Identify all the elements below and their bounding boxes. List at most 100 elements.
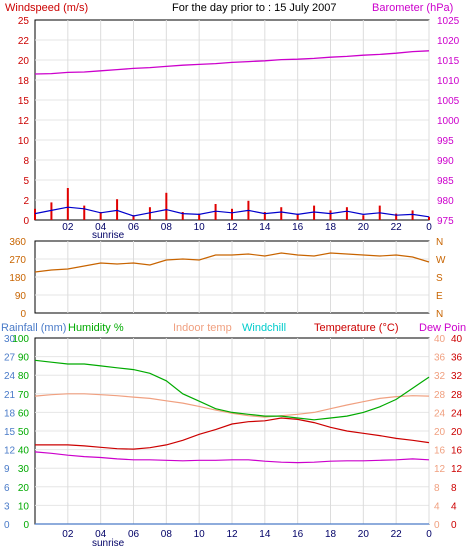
wind-speed-tick: 5 — [23, 176, 29, 187]
temperature-label: Temperature (°C) — [314, 322, 398, 334]
barometer-tick: 1000 — [437, 116, 460, 127]
wind-hour-tick: 14 — [259, 222, 271, 233]
rainfall-tick: 12 — [4, 446, 16, 457]
wind-hour-tick: 04 — [95, 222, 107, 233]
humidity-tick: 80 — [18, 371, 30, 382]
dew-point-label: Dew Point — [419, 322, 466, 334]
barometer-tick: 1010 — [437, 76, 460, 87]
barometer-tick: 980 — [437, 196, 454, 207]
barometer-line — [34, 50, 430, 75]
wind-speed-tick: 22 — [18, 36, 30, 47]
barometer-tick: 990 — [437, 156, 454, 167]
wind-speed-tick: 8 — [23, 156, 29, 167]
temperature-tick: 36 — [451, 353, 463, 364]
temperature-tick: 32 — [451, 371, 463, 382]
barometer-tick: 975 — [437, 216, 454, 227]
wind-hour-tick: 18 — [325, 222, 337, 233]
indoor-temp-tick: 36 — [434, 353, 446, 364]
temp-hour-tick: 04 — [95, 529, 107, 540]
indoor-temp-label: Indoor temp — [173, 322, 232, 334]
wind-hour-tick: 02 — [62, 222, 74, 233]
wind-hour-tick: 10 — [194, 222, 206, 233]
humidity-tick: 20 — [18, 483, 30, 494]
wind-hour-tick: 0 — [426, 222, 432, 233]
wind-hour-tick: 16 — [292, 222, 304, 233]
humidity-tick: 30 — [18, 464, 30, 475]
wind-speed-tick: 20 — [18, 56, 30, 67]
direction-degree-tick: 360 — [9, 237, 26, 248]
wind-hour-tick: 22 — [391, 222, 403, 233]
indoor-temp-tick: 4 — [434, 501, 440, 512]
temp-hour-tick: 20 — [358, 529, 370, 540]
temp-hour-tick: 22 — [391, 529, 403, 540]
temperature-tick: 12 — [451, 464, 463, 475]
rainfall-tick: 0 — [4, 520, 10, 531]
humidity-tick: 90 — [18, 353, 30, 364]
wind-hour-tick: 12 — [226, 222, 238, 233]
temperature-tick: 24 — [451, 408, 463, 419]
wind-speed-tick: 2 — [23, 196, 29, 207]
barometer-tick: 995 — [437, 136, 454, 147]
wind-speed-tick: 10 — [18, 136, 30, 147]
direction-compass-tick: N — [436, 237, 443, 248]
indoor-temp-tick: 0 — [434, 520, 440, 531]
temp-hour-tick: 02 — [62, 529, 74, 540]
rainfall-tick: 21 — [4, 390, 16, 401]
wind-speed-tick: 12 — [18, 116, 30, 127]
wind-speed-tick: 0 — [23, 216, 29, 227]
indoor-temp-tick: 32 — [434, 371, 446, 382]
wind-hour-tick: 06 — [128, 222, 140, 233]
temperature-tick: 28 — [451, 390, 463, 401]
indoor-temp-tick: 24 — [434, 408, 446, 419]
rainfall-tick: 3 — [4, 501, 10, 512]
temperature-tick: 16 — [451, 446, 463, 457]
wind-hour-tick: 08 — [161, 222, 173, 233]
barometer-tick: 1025 — [437, 16, 460, 27]
wind-direction-line — [34, 252, 430, 273]
temperature-tick: 0 — [451, 520, 457, 531]
sunrise-label-bottom: sunrise — [92, 538, 125, 549]
rainfall-tick: 24 — [4, 371, 16, 382]
direction-compass-tick: E — [436, 291, 443, 302]
barometer-tick: 985 — [437, 176, 454, 187]
rainfall-tick: 9 — [4, 464, 10, 475]
humidity-label: Humidity % — [68, 322, 124, 334]
humidity-tick: 40 — [18, 446, 30, 457]
direction-degree-tick: 270 — [9, 255, 26, 266]
direction-compass-tick: N — [436, 309, 443, 320]
barometer-tick: 1015 — [437, 56, 460, 67]
rainfall-tick: 27 — [4, 353, 16, 364]
direction-compass-tick: S — [436, 273, 443, 284]
temp-hour-tick: 14 — [259, 529, 271, 540]
temperature-tick: 20 — [451, 427, 463, 438]
dew-point-line — [34, 451, 430, 464]
temp-hour-tick: 12 — [226, 529, 238, 540]
humidity-tick: 100 — [12, 334, 29, 345]
chart-title: For the day prior to : 15 July 2007 — [172, 2, 336, 14]
direction-degree-tick: 180 — [9, 273, 26, 284]
temp-hour-tick: 16 — [292, 529, 304, 540]
humidity-tick: 70 — [18, 390, 30, 401]
humidity-tick: 50 — [18, 427, 30, 438]
indoor-temp-tick: 16 — [434, 446, 446, 457]
temperature-tick: 4 — [451, 501, 457, 512]
temp-hour-tick: 08 — [161, 529, 173, 540]
indoor-temp-tick: 28 — [434, 390, 446, 401]
barometer-tick: 1005 — [437, 96, 460, 107]
wind-average-line — [34, 206, 430, 218]
wind-axis-title: Windspeed (m/s) — [5, 2, 88, 14]
direction-degree-tick: 0 — [20, 309, 26, 320]
temperature-tick: 40 — [451, 334, 463, 345]
indoor-temp-tick: 12 — [434, 464, 446, 475]
humidity-tick: 10 — [18, 501, 30, 512]
temperature-tick: 8 — [451, 483, 457, 494]
temp-hour-tick: 0 — [426, 529, 432, 540]
wind-speed-tick: 18 — [18, 76, 30, 87]
temp-hour-tick: 18 — [325, 529, 337, 540]
sunrise-label-top: sunrise — [92, 230, 125, 241]
indoor-temp-tick: 20 — [434, 427, 446, 438]
humidity-tick: 0 — [23, 520, 29, 531]
wind-hour-tick: 20 — [358, 222, 370, 233]
temp-hour-tick: 10 — [194, 529, 206, 540]
